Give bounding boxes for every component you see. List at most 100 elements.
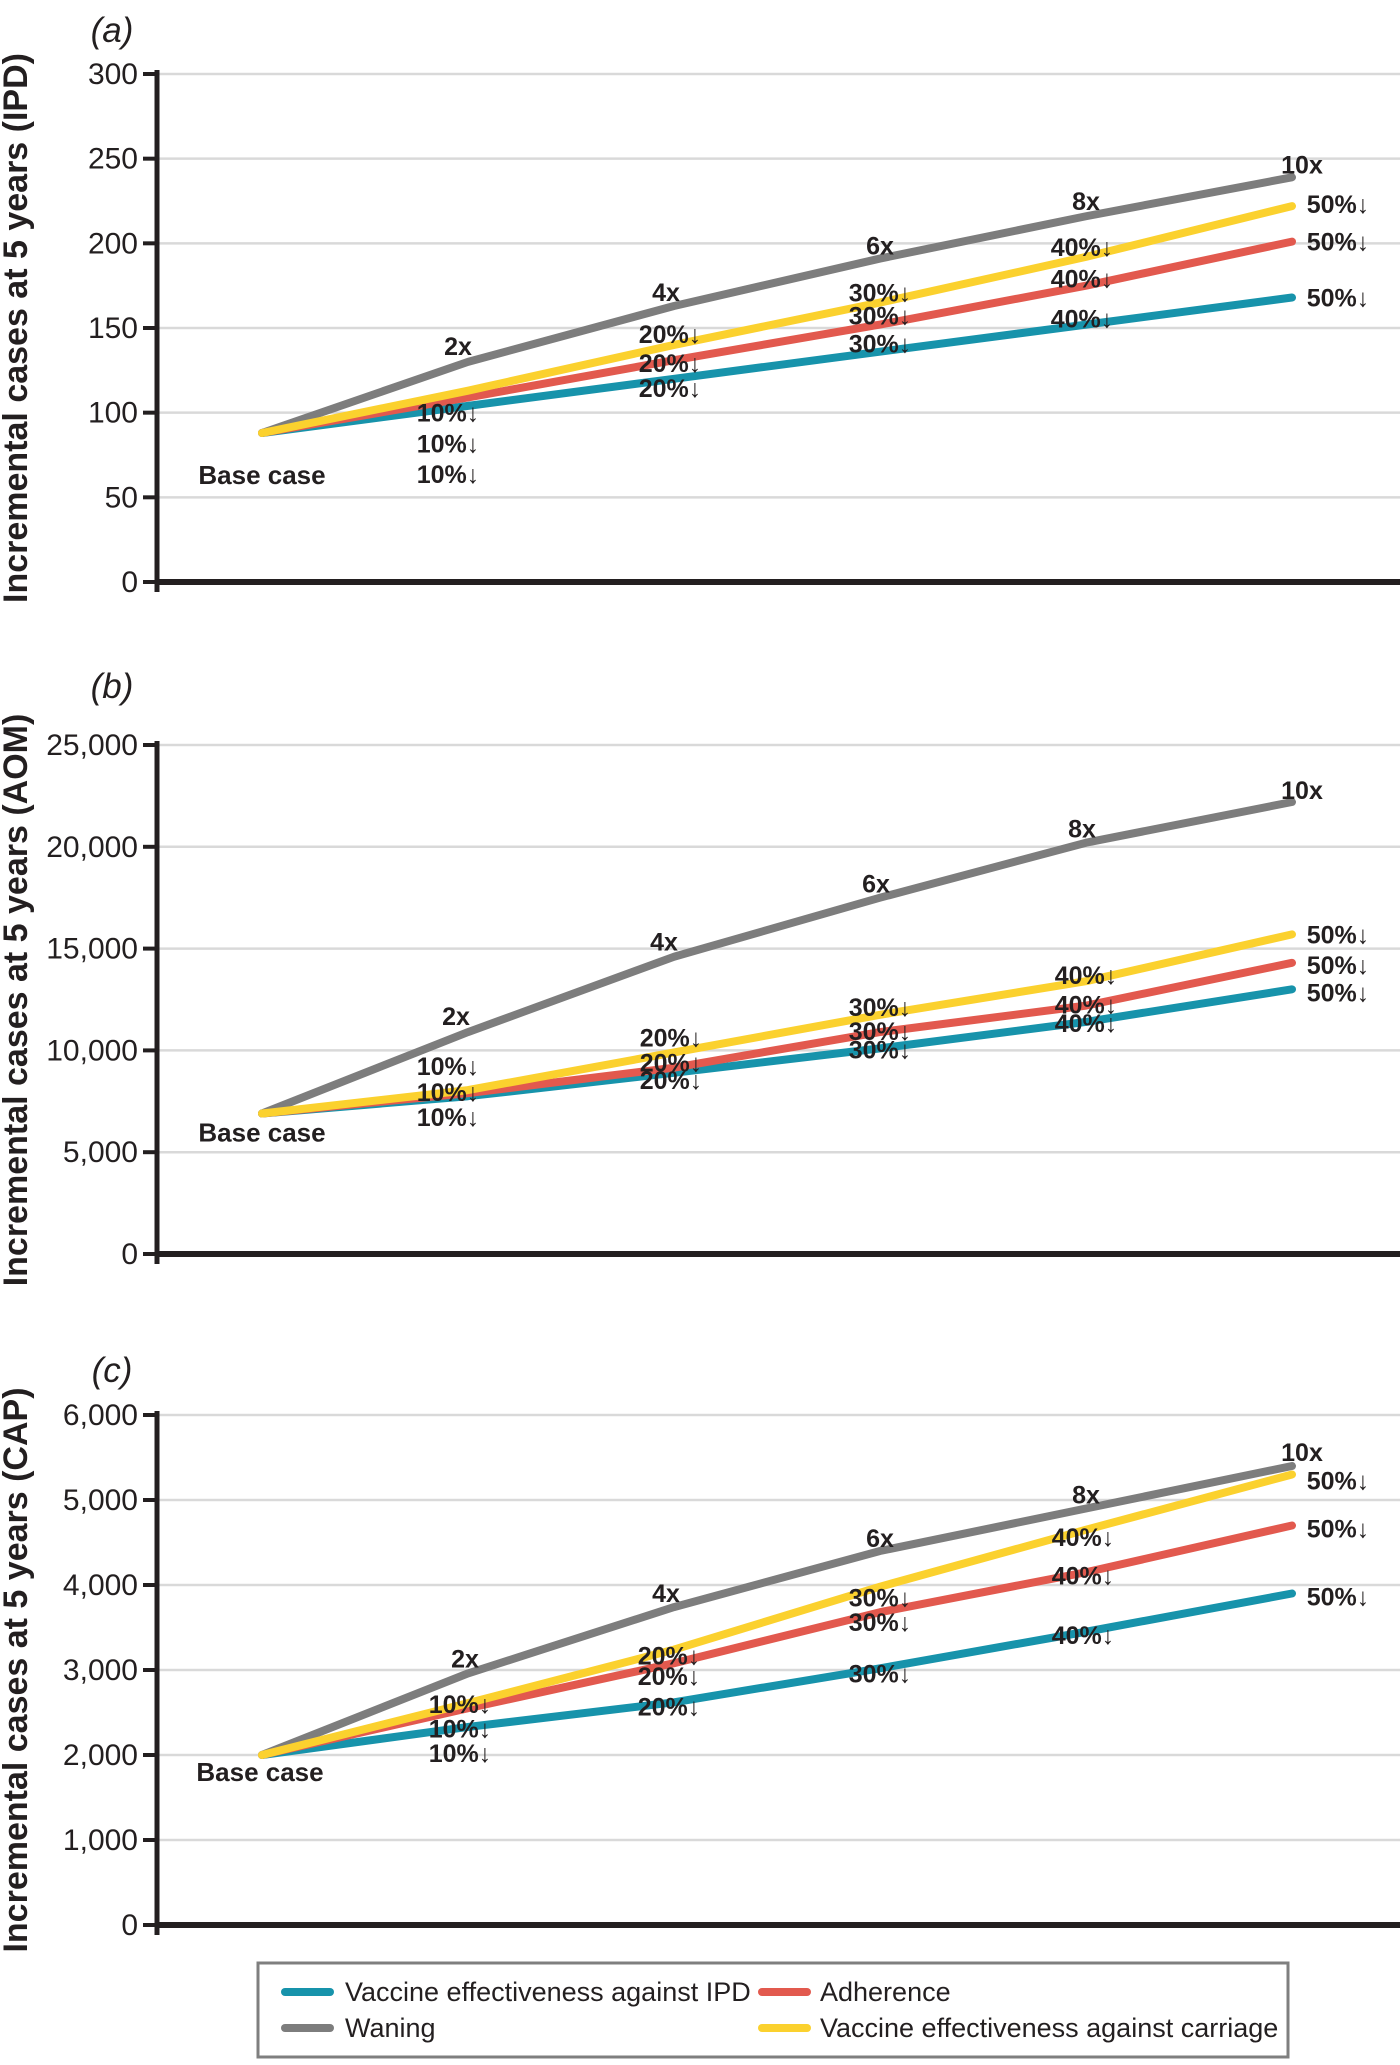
panel-c: 0 1,000 2,000 3,000 4,000 5,000 6,000 (c) Increm… [0, 1351, 1400, 1953]
y-tick-label-c: 5,000 [63, 1484, 138, 1517]
annotation-adherence-b: 10%↓ [417, 1079, 480, 1107]
annotation-carriage-a: 30%↓ [849, 280, 912, 308]
base-case-label-c: Base case [196, 1757, 323, 1787]
panel-b: 0 5,000 10,000 15,000 20,000 25,000 (b) Increme… [0, 667, 1400, 1286]
annotation-waning-b: 4x [650, 929, 678, 957]
annotation-waning-a: 6x [866, 233, 894, 261]
annotation-adherence-c: 10%↓ [429, 1715, 492, 1743]
legend-item-carriage: Vaccine effectiveness against carriage [758, 2013, 1278, 2043]
y-tick-label-a: 250 [88, 143, 138, 176]
annotation-carriage-c: 20%↓ [638, 1643, 701, 1671]
annotation-waning-b: 8x [1068, 816, 1096, 844]
annotation-carriage-b: 20%↓ [640, 1024, 703, 1052]
annotation-carriage-a: 50%↓ [1307, 191, 1370, 219]
y-tick-label-b: 10,000 [46, 1034, 138, 1067]
y-tick-label-c: 6,000 [63, 1399, 138, 1432]
annotation-ipd-c: 50%↓ [1307, 1584, 1370, 1612]
annotation-ipd-b: 50%↓ [1307, 979, 1370, 1007]
annotation-adherence-b: 20%↓ [640, 1050, 703, 1078]
y-tick-label-c: 2,000 [63, 1739, 138, 1772]
annotation-carriage-b: 30%↓ [849, 994, 912, 1022]
series-line-carriage-b [258, 930, 1296, 1118]
annotation-carriage-b: 50%↓ [1307, 921, 1370, 949]
annotation-adherence-b: 50%↓ [1307, 952, 1370, 980]
panel-letter-b: (b) [91, 667, 134, 706]
legend-label-waning: Waning [345, 2013, 436, 2043]
y-tick-label-a: 150 [88, 312, 138, 345]
panel-letter-c: (c) [92, 1351, 133, 1390]
annotation-ipd-c: 10%↓ [429, 1740, 492, 1768]
annotation-adherence-a: 10%↓ [417, 430, 480, 458]
panel-letter-a: (a) [91, 11, 134, 50]
legend-label-adherence: Adherence [820, 1977, 951, 2007]
annotation-waning-b: 2x [442, 1003, 470, 1031]
annotation-ipd-a: 30%↓ [849, 331, 912, 359]
series-line-adherence-c [258, 1521, 1296, 1759]
y-tick-label-b: 25,000 [46, 729, 138, 762]
y-tick-label-b: 0 [121, 1238, 138, 1271]
series-line-waning-b [258, 798, 1296, 1118]
y-tick-label-c: 0 [121, 1909, 138, 1942]
y-axis-title-c: Incremental cases at 5 years (CAP) [0, 1387, 35, 1952]
annotation-adherence-b: 40%↓ [1055, 992, 1118, 1020]
y-tick-label-a: 50 [105, 481, 138, 514]
y-tick-label-c: 1,000 [63, 1824, 138, 1857]
y-tick-label-a: 300 [88, 58, 138, 91]
y-tick-label-a: 0 [121, 566, 138, 599]
annotation-ipd-c: 40%↓ [1052, 1622, 1115, 1650]
series-line-waning-c [258, 1462, 1296, 1759]
annotation-waning-c: 2x [451, 1645, 479, 1673]
annotation-carriage-c: 10%↓ [429, 1691, 492, 1719]
annotation-adherence-b: 30%↓ [849, 1018, 912, 1046]
annotation-waning-c: 8x [1072, 1482, 1100, 1510]
annotation-adherence-c: 30%↓ [849, 1609, 912, 1637]
y-tick-label-a: 100 [88, 397, 138, 430]
annotation-ipd-a: 10%↓ [417, 461, 480, 489]
annotation-carriage-c: 50%↓ [1307, 1468, 1370, 1496]
legend-item-waning: Waning [281, 2013, 436, 2043]
series-line-waning-a [258, 173, 1296, 437]
annotation-waning-a: 8x [1072, 188, 1100, 216]
y-axis-title-a: Incremental cases at 5 years (IPD) [0, 53, 35, 603]
series-line-adherence-a [258, 237, 1296, 437]
series-line-ipd-c [258, 1589, 1296, 1759]
series-line-carriage-c [258, 1470, 1296, 1759]
annotation-adherence-a: 30%↓ [849, 303, 912, 331]
annotation-waning-a: 2x [444, 333, 472, 361]
annotation-ipd-c: 30%↓ [849, 1660, 912, 1688]
panel-a: 0 50 100 150 200 250 300 (a) Incremental cases a… [0, 11, 1400, 603]
annotation-waning-a: 4x [652, 279, 680, 307]
annotation-carriage-a: 10%↓ [417, 400, 480, 428]
legend-box [256, 1961, 1290, 2059]
series-line-carriage-a [258, 202, 1296, 437]
annotation-waning-b: 6x [862, 871, 890, 899]
y-tick-label-a: 200 [88, 227, 138, 260]
y-tick-label-c: 4,000 [63, 1569, 138, 1602]
annotation-ipd-c: 20%↓ [638, 1693, 701, 1721]
annotation-carriage-a: 20%↓ [639, 321, 702, 349]
annotation-ipd-b: 30%↓ [849, 1036, 912, 1064]
base-case-label-a: Base case [198, 460, 325, 490]
annotation-adherence-c: 50%↓ [1307, 1516, 1370, 1544]
annotation-ipd-b: 40%↓ [1055, 1010, 1118, 1038]
annotation-ipd-b: 20%↓ [640, 1067, 703, 1095]
legend-label-ipd: Vaccine effectiveness against IPD [345, 1977, 751, 2007]
annotation-adherence-a: 40%↓ [1051, 266, 1114, 294]
annotation-ipd-a: 50%↓ [1307, 285, 1370, 313]
annotation-waning-c: 4x [652, 1580, 680, 1608]
legend-item-ipd: Vaccine effectiveness against IPD [281, 1977, 751, 2007]
y-tick-label-b: 15,000 [46, 933, 138, 966]
legend: Vaccine effectiveness against IPD Adheren… [256, 1961, 1290, 2059]
legend-item-adherence: Adherence [758, 1977, 951, 2007]
annotation-carriage-a: 40%↓ [1051, 234, 1114, 262]
annotation-ipd-a: 20%↓ [639, 375, 702, 403]
y-tick-label-b: 20,000 [46, 831, 138, 864]
annotation-waning-b: 10x [1281, 777, 1323, 805]
annotation-adherence-a: 50%↓ [1307, 229, 1370, 257]
series-line-ipd-a [258, 293, 1296, 437]
annotation-carriage-b: 40%↓ [1055, 962, 1118, 990]
annotation-adherence-c: 20%↓ [638, 1663, 701, 1691]
annotation-carriage-c: 40%↓ [1052, 1524, 1115, 1552]
